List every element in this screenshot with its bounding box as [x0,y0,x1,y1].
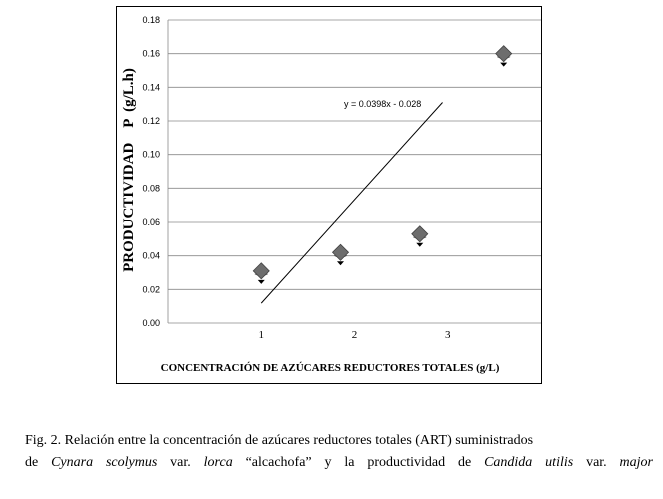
caption-line-2: de Cynara scolymus var. lorca “alcachofa… [25,452,653,474]
caption-text: “alcachofa” y la productividad de [232,455,485,470]
chart-frame [116,6,542,384]
y-tick-label: 0.04 [142,251,160,261]
trendline-equation: y = 0.0398x - 0.028 [344,99,421,109]
trendline-group [260,102,443,304]
data-point [252,262,270,284]
y-tick-label: 0.08 [142,183,160,193]
figure-caption: Fig. 2. Relación entre la concentración … [25,430,653,474]
diamond-marker [331,243,350,261]
caption-species-candida: Candida utilis [484,455,574,470]
diamond-marker [411,225,429,243]
y-tick-label: 0.18 [142,15,160,25]
y-tick-label: 0.06 [142,217,160,227]
trendline [260,102,443,304]
diamond-marker [495,45,513,63]
caption-text: var. [157,455,204,470]
y-tick-label: 0.10 [142,150,160,160]
error-marker [416,242,424,247]
caption-line-1: Fig. 2. Relación entre la concentración … [25,433,534,448]
caption-variety-major: major [619,455,653,470]
y-tick-label: 0.14 [142,82,160,92]
x-tick-label: 2 [352,329,358,341]
error-marker [337,261,345,266]
data-points [252,45,513,284]
error-marker [500,62,508,67]
error-marker [257,279,265,284]
x-tick-label: 1 [259,329,265,341]
caption-text: var. [573,455,620,470]
data-point [411,225,429,247]
data-point [331,243,350,266]
x-tick-labels: 1 2 3 [259,329,452,341]
y-axis-label: PRODUCTIVIDAD P (g/L.h) [121,68,137,272]
scatter-chart: 0.00 0.02 0.04 0.06 0.08 0.10 0.12 0.14 0.16 0.18… [121,15,541,374]
x-tick-label: 3 [445,329,451,341]
y-tick-label: 0.02 [142,284,160,294]
caption-species-cynara: Cynara scolymus [51,455,158,470]
x-axis-label: CONCENTRACIÓN DE AZÚCARES REDUCTORES TOT… [161,362,500,374]
caption-text: de [25,455,52,470]
gridlines [167,19,541,324]
data-point [495,45,513,67]
y-tick-labels: 0.00 0.02 0.04 0.06 0.08 0.10 0.12 0.14 0.16 0.18 [142,15,160,328]
y-tick-label: 0.00 [142,318,160,328]
diamond-marker [252,262,270,280]
caption-variety-lorca: lorca [203,455,233,470]
y-tick-label: 0.16 [142,49,160,59]
y-tick-label: 0.12 [142,116,160,126]
